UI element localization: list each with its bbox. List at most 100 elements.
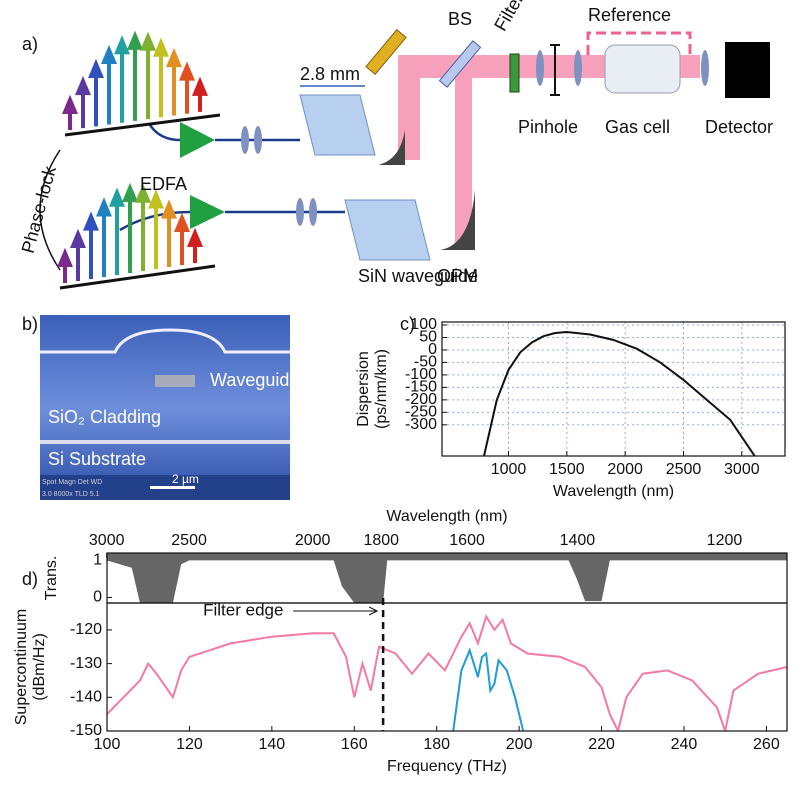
plot-frame: [441, 321, 786, 457]
comb-line: [62, 94, 78, 130]
x-tick-label: 2000: [607, 461, 643, 478]
diagram-label: Detector: [705, 117, 773, 137]
comb-line: [127, 30, 143, 121]
x2-tick-label: 3000: [89, 532, 125, 549]
diagram-label: Pinhole: [518, 117, 578, 137]
lens: [254, 126, 262, 154]
panel-label: d): [22, 569, 38, 589]
x-tick-label: 200: [506, 736, 533, 753]
comb-line: [122, 182, 138, 273]
y-tick-label: -100: [405, 366, 437, 383]
plot-frame: [106, 602, 788, 732]
sem-image: [40, 315, 290, 500]
transmission-area: [107, 553, 787, 603]
filter: [509, 53, 520, 93]
diagram-label: 2.8 mm: [300, 64, 360, 84]
x-tick-label: 260: [753, 736, 780, 753]
sem-label: Waveguide: [210, 370, 299, 390]
x2-tick-label: 1200: [707, 532, 743, 549]
comb-line: [75, 75, 91, 129]
x-tick-label: 120: [176, 736, 203, 753]
x-axis-title: Frequency (THz): [387, 758, 507, 775]
y-axis-title: Trans.: [43, 556, 60, 601]
comb-line: [153, 37, 169, 118]
plot-frame: [106, 552, 788, 604]
panel-label: a): [22, 34, 38, 54]
detector: [725, 42, 770, 98]
x-tick-label: 140: [258, 736, 285, 753]
waveguide: [299, 94, 376, 156]
x-tick-label: 2500: [666, 461, 702, 478]
beam-splitter: [438, 40, 482, 88]
y-tick-label: -140: [70, 689, 102, 706]
edfa: [190, 195, 225, 229]
diagram-label: SiN waveguide: [358, 266, 478, 286]
x2-tick-label: 2500: [171, 532, 207, 549]
beam: [455, 70, 472, 245]
y-tick-label: -250: [405, 404, 437, 421]
sem-label: Si Substrate: [48, 449, 146, 469]
comb-line: [101, 44, 117, 125]
panel-label: c): [400, 314, 415, 334]
x-axis-title: Wavelength (nm): [553, 483, 674, 500]
y-tick-label: -50: [414, 354, 437, 371]
sem-info: Spot Magn Det WD: [42, 479, 102, 486]
x-tick-label: 1500: [549, 461, 585, 478]
comb-line: [109, 187, 125, 275]
diagram-label: Reference: [588, 5, 671, 25]
diagram-label: Filter: [490, 0, 527, 34]
scale-bar: [150, 486, 195, 489]
x2-tick-label: 1400: [560, 532, 596, 549]
x2-tick-label: 1600: [449, 532, 485, 549]
comb-line: [83, 211, 99, 279]
comb-line: [57, 247, 73, 283]
spectrum-line: [452, 647, 525, 731]
sem-background: [40, 315, 290, 500]
lens: [309, 198, 317, 226]
opm: [440, 190, 475, 250]
sem-interface: [40, 440, 290, 444]
pinhole: [550, 44, 560, 96]
phase-lock-arrow: [39, 149, 61, 271]
y-tick-label: 1: [93, 552, 102, 569]
lens: [574, 50, 582, 86]
x-tick-label: 180: [423, 736, 450, 753]
diagram-label: BS: [448, 9, 472, 29]
x-tick-label: 3000: [724, 461, 760, 478]
comb-line: [166, 47, 182, 116]
y-tick-label: 0: [93, 589, 102, 606]
comb-line: [148, 189, 164, 269]
setup-diagram: [39, 29, 770, 271]
sem-info: 3.0 8000x TLD 5.1: [42, 491, 100, 498]
y-tick-label: -200: [405, 391, 437, 408]
comb-line: [135, 183, 151, 271]
y-axis-title: Supercontinuum: [13, 609, 30, 726]
y-tick-label: -150: [405, 379, 437, 396]
sem-ridge: [40, 328, 290, 354]
y-axis-title: (ps/nm/km): [373, 349, 390, 429]
annotation-arrow: [293, 606, 379, 616]
edfa: [180, 122, 215, 158]
x-tick-label: 100: [94, 736, 121, 753]
comb-line: [114, 35, 130, 123]
diagram-label: EDFA: [140, 174, 187, 194]
y-tick-label: -130: [70, 655, 102, 672]
comb-line: [140, 31, 156, 120]
x-tick-label: 220: [588, 736, 615, 753]
lens: [701, 50, 709, 86]
x2-tick-label: 2000: [295, 532, 331, 549]
comb-line: [96, 197, 112, 277]
y-tick-label: 100: [410, 316, 437, 333]
waveguide: [344, 199, 431, 261]
sem-core: [155, 375, 195, 387]
x-tick-label: 160: [341, 736, 368, 753]
lens: [536, 50, 544, 86]
lens: [241, 126, 249, 154]
comb-line: [161, 199, 177, 267]
comb-line: [179, 61, 195, 114]
x2-tick-label: 1800: [363, 532, 399, 549]
diagram-label: Gas cell: [605, 117, 670, 137]
gas-cell: [604, 44, 681, 94]
x-tick-label: 240: [671, 736, 698, 753]
